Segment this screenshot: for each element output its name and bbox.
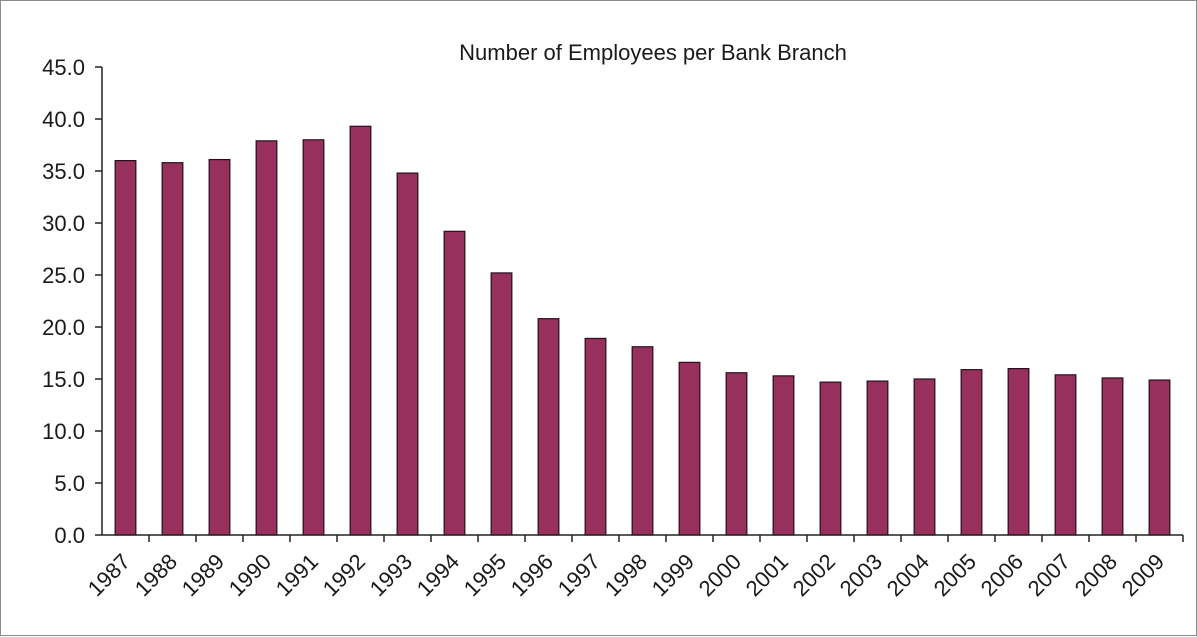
bar-1990	[255, 140, 278, 536]
y-tick-label: 20.0	[42, 315, 85, 340]
x-tick-label: 1988	[130, 549, 182, 601]
x-tick-label: 1997	[553, 549, 605, 601]
y-tick-label: 15.0	[42, 367, 85, 392]
x-tick-label: 1993	[365, 549, 417, 601]
bar-1991	[302, 139, 325, 536]
x-tick-label: 2004	[882, 549, 934, 601]
x-tick-label: 2006	[976, 549, 1028, 601]
x-tick-label: 1987	[83, 549, 135, 601]
bar-1993	[396, 172, 419, 536]
bar-1992	[349, 125, 372, 536]
y-tick-label: 45.0	[42, 55, 85, 80]
bar-2007	[1054, 374, 1077, 536]
bar-1994	[443, 230, 466, 536]
x-tick-label: 1992	[318, 549, 370, 601]
x-tick-label: 2002	[788, 549, 840, 601]
bar-2005	[960, 369, 983, 536]
x-tick-label: 2005	[929, 549, 981, 601]
y-tick-label: 5.0	[54, 471, 85, 496]
x-tick-label: 2008	[1070, 549, 1122, 601]
x-tick-label: 2003	[835, 549, 887, 601]
x-tick-label: 1995	[459, 549, 511, 601]
bar-1998	[631, 346, 654, 536]
x-tick-label: 2007	[1023, 549, 1075, 601]
y-tick-label: 35.0	[42, 159, 85, 184]
x-tick-label: 1991	[271, 549, 323, 601]
bar-1996	[537, 318, 560, 536]
bar-1989	[208, 158, 231, 536]
x-tick-label: 2009	[1117, 549, 1169, 601]
y-tick-label: 0.0	[54, 523, 85, 548]
y-axis-ticks: 0.0 5.0 10.0 15.0 20.0 25.0 30.0 35.0 40.0 45.0	[42, 55, 102, 548]
bar-2002	[819, 381, 842, 536]
bar-2001	[772, 375, 795, 536]
bars	[114, 125, 1171, 536]
bar-1987	[114, 160, 137, 536]
x-tick-label: 1996	[506, 549, 558, 601]
bar-2004	[913, 378, 936, 536]
y-tick-label: 40.0	[42, 107, 85, 132]
bar-1995	[490, 272, 513, 536]
bar-1988	[161, 162, 184, 536]
bar-1997	[584, 337, 607, 536]
bar-2008	[1101, 377, 1124, 536]
chart-title: Number of Employees per Bank Branch	[459, 40, 847, 65]
x-axis-ticks: 1987198819891990199119921993199419951996…	[83, 535, 1184, 601]
x-tick-label: 1990	[224, 549, 276, 601]
y-tick-label: 25.0	[42, 263, 85, 288]
bar-2009	[1148, 379, 1171, 536]
x-tick-label: 1994	[412, 549, 464, 601]
y-tick-label: 30.0	[42, 211, 85, 236]
bar-1999	[678, 361, 701, 536]
x-tick-label: 2000	[694, 549, 746, 601]
bar-2003	[866, 380, 889, 536]
x-tick-label: 1998	[600, 549, 652, 601]
x-tick-label: 1989	[177, 549, 229, 601]
bar-2000	[725, 372, 748, 536]
bar-2006	[1007, 368, 1030, 536]
x-tick-label: 1999	[647, 549, 699, 601]
x-tick-label: 2001	[741, 549, 793, 601]
y-tick-label: 10.0	[42, 419, 85, 444]
